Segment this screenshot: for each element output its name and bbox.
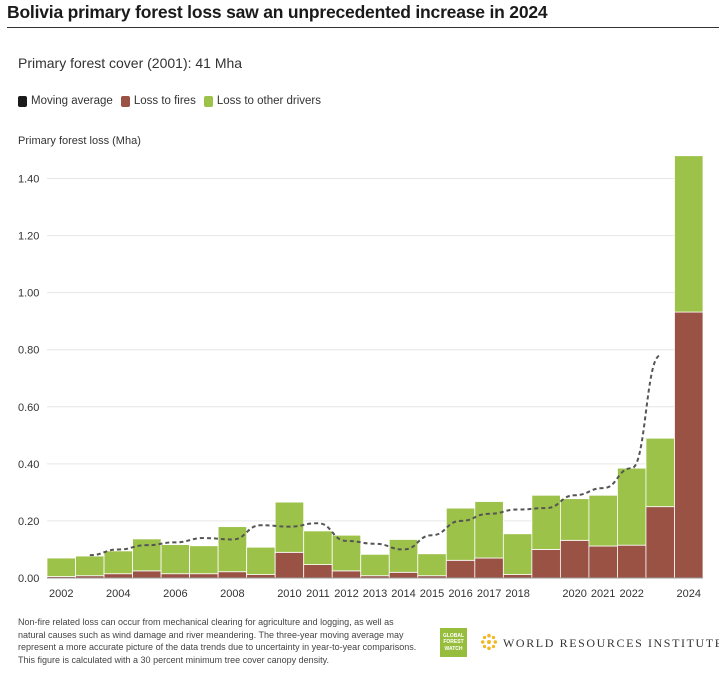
bar-fires bbox=[160, 573, 191, 579]
gfw-logo: GLOBAL FOREST WATCH bbox=[440, 628, 467, 657]
bar-fires bbox=[617, 544, 647, 579]
x-tick-label: 2008 bbox=[220, 588, 244, 600]
legend-label-fires: Loss to fires bbox=[133, 95, 196, 107]
y-tick-label: 0.40 bbox=[18, 459, 39, 471]
bar-fires bbox=[531, 549, 561, 579]
bar-other-drivers bbox=[588, 494, 618, 547]
bar-other-drivers bbox=[445, 507, 476, 561]
bar-other-drivers bbox=[217, 526, 248, 573]
bar-other-drivers bbox=[46, 557, 76, 577]
x-tick-label: 2015 bbox=[420, 588, 444, 600]
bar-other-drivers bbox=[417, 553, 447, 577]
x-tick-label: 2016 bbox=[448, 588, 472, 600]
y-tick-label: 0.80 bbox=[18, 345, 39, 357]
x-tick-label: 2014 bbox=[391, 588, 415, 600]
chart-title: Bolivia primary forest loss saw an unpre… bbox=[7, 2, 548, 22]
bar-fires bbox=[132, 570, 162, 579]
gfw-logo-line-1: GLOBAL bbox=[442, 632, 465, 639]
x-tick-label: 2006 bbox=[163, 588, 187, 600]
x-tick-label: 2020 bbox=[562, 588, 586, 600]
y-tick-label: 1.20 bbox=[18, 231, 39, 243]
x-tick-label: 2011 bbox=[306, 588, 330, 600]
x-tick-label: 2024 bbox=[676, 588, 700, 600]
legend-item-other-drivers: Loss to other drivers bbox=[203, 95, 322, 107]
gfw-logo-line-2: FOREST bbox=[443, 639, 464, 646]
x-tick-label: 2022 bbox=[619, 588, 643, 600]
bar-other-drivers bbox=[674, 155, 704, 313]
legend-swatch-fires bbox=[120, 95, 130, 107]
bar-other-drivers bbox=[645, 437, 675, 508]
bar-other-drivers bbox=[474, 501, 504, 559]
bar-other-drivers bbox=[360, 553, 390, 577]
x-tick-label: 2013 bbox=[363, 588, 387, 600]
bar-fires bbox=[445, 559, 476, 579]
footnote: Non-fire related loss can occur from mec… bbox=[18, 617, 417, 665]
bar-fires bbox=[559, 539, 590, 579]
legend-swatch-other-drivers bbox=[203, 95, 213, 107]
wri-logo-icon bbox=[480, 633, 498, 651]
moving-average-line bbox=[89, 354, 661, 557]
bar-fires bbox=[674, 311, 704, 579]
legend-label-other-drivers: Loss to other drivers bbox=[216, 95, 322, 107]
x-tick-label: 2018 bbox=[505, 588, 529, 600]
legend-item-moving-average: Moving average bbox=[18, 95, 113, 107]
bar-fires bbox=[645, 506, 675, 579]
bar-other-drivers bbox=[502, 533, 533, 575]
x-tick-label: 2012 bbox=[334, 588, 358, 600]
wri-logo-text: WORLD RESOURCES INSTITUTE bbox=[503, 636, 719, 650]
x-tick-label: 2004 bbox=[106, 588, 130, 600]
bar-fires bbox=[246, 574, 276, 579]
chart-subtitle: Primary forest cover (2001): 41 Mha bbox=[18, 55, 243, 71]
bar-other-drivers bbox=[189, 545, 219, 575]
legend-label-moving-average: Moving average bbox=[31, 95, 113, 107]
y-tick-label: 0.00 bbox=[18, 573, 39, 585]
title-divider bbox=[7, 27, 719, 28]
bar-fires bbox=[189, 573, 219, 579]
bar-other-drivers bbox=[531, 494, 561, 550]
bar-other-drivers bbox=[617, 467, 647, 546]
x-tick-label: 2002 bbox=[49, 588, 73, 600]
stacked-bar-chart: 0.00 0.20 0.40 0.60 0.80 1.00 1.20 1.40 2002 2004… bbox=[18, 155, 704, 600]
bar-fires bbox=[331, 570, 362, 579]
legend: Moving average Loss to fires Loss to oth… bbox=[18, 95, 321, 107]
bar-other-drivers bbox=[132, 538, 162, 572]
bar-other-drivers bbox=[75, 555, 105, 577]
bar-other-drivers bbox=[160, 544, 191, 575]
x-tick-label: 2017 bbox=[477, 588, 501, 600]
bar-fires bbox=[303, 564, 333, 579]
gfw-logo-line-3: WATCH bbox=[444, 645, 463, 652]
bar-other-drivers bbox=[388, 539, 419, 573]
bar-other-drivers bbox=[103, 550, 133, 575]
bar-fires bbox=[274, 551, 305, 579]
bar-other-drivers bbox=[303, 530, 333, 565]
y-axis-label: Primary forest loss (Mha) bbox=[18, 135, 141, 147]
bar-fires bbox=[502, 574, 533, 579]
legend-swatch-moving-average bbox=[18, 95, 27, 107]
legend-item-fires: Loss to fires bbox=[120, 95, 196, 107]
x-tick-label: 2021 bbox=[591, 588, 615, 600]
y-tick-label: 0.60 bbox=[18, 402, 39, 414]
y-tick-label: 1.00 bbox=[18, 288, 39, 300]
bar-other-drivers bbox=[246, 546, 276, 575]
bar-fires bbox=[388, 571, 419, 579]
bar-other-drivers bbox=[559, 498, 590, 541]
x-tick-label: 2010 bbox=[277, 588, 301, 600]
bar-fires bbox=[588, 545, 618, 579]
bar-fires bbox=[217, 571, 248, 579]
bar-fires bbox=[474, 557, 504, 579]
y-tick-label: 0.20 bbox=[18, 516, 39, 528]
bar-fires bbox=[103, 573, 133, 579]
y-tick-label: 1.40 bbox=[18, 174, 39, 186]
